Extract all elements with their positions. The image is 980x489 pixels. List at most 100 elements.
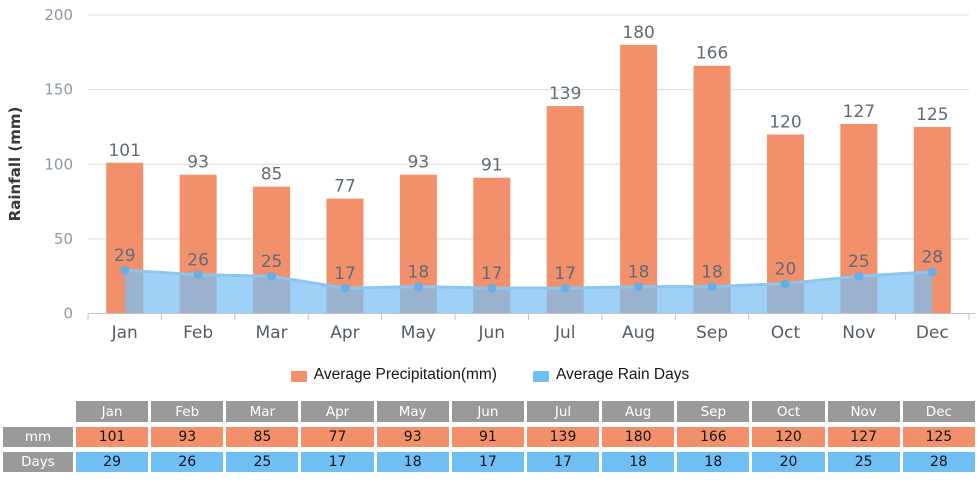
x-label-oct: Oct [771,323,801,343]
col-header-jan: Jan [76,401,149,422]
day-label-aug: 18 [628,263,650,283]
x-label-feb: Feb [183,323,213,343]
day-label-dec: 28 [921,248,943,268]
bar-label-jan: 101 [108,141,140,161]
col-header-feb: Feb [151,401,224,422]
cell-days-nov: 25 [827,452,900,472]
bar-sep [693,65,731,314]
cell-days-jun: 17 [451,452,524,472]
rain-days-marker-jun [487,283,497,293]
bar-label-mar: 85 [261,165,283,185]
cell-days-dec: 28 [902,452,975,472]
legend-item-precipitation[interactable]: Average Precipitation(mm) [290,366,497,384]
col-header-jun: Jun [451,401,524,422]
rain-days-marker-feb [193,270,203,280]
chart-legend: Average Precipitation(mm) Average Rain D… [0,366,980,384]
x-label-may: May [401,323,436,343]
y-tick-label-150: 150 [44,81,73,99]
day-label-sep: 18 [701,263,723,283]
cell-days-may: 18 [376,452,449,472]
day-label-apr: 17 [334,264,356,284]
x-label-dec: Dec [916,323,949,343]
cell-days-aug: 18 [602,452,675,472]
rain-days-marker-apr [340,283,350,293]
cell-mm-jun: 91 [451,427,524,447]
bar-jul [546,106,584,314]
rain-days-marker-aug [634,282,644,292]
cell-days-apr: 17 [301,452,374,472]
bar-aug [620,44,658,314]
x-label-sep: Sep [696,323,728,343]
rain-days-marker-may [413,282,423,292]
rainfall-chart: 0 50 100 150 200 Rainfall (mm) 101 93 85 77 93 91 13… [6,6,975,343]
cell-mm-oct: 120 [752,427,825,447]
table-row-mm: mm 101 93 85 77 93 91 139 180 166 120 127 125 [3,427,975,447]
bar-label-aug: 180 [622,23,654,43]
cell-mm-jul: 139 [526,427,600,447]
rain-days-marker-nov [854,271,864,281]
cell-mm-may: 93 [376,427,449,447]
col-header-aug: Aug [602,401,675,422]
cell-mm-apr: 77 [301,427,374,447]
x-label-jan: Jan [111,323,138,343]
cell-mm-feb: 93 [151,427,224,447]
y-axis-title: Rainfall (mm) [6,107,24,222]
cell-days-feb: 26 [151,452,224,472]
cell-days-mar: 25 [226,452,299,472]
day-label-may: 18 [408,263,430,283]
rain-days-marker-mar [267,271,277,281]
y-tick-label-100: 100 [44,155,73,173]
x-label-aug: Aug [622,323,655,343]
cell-days-jul: 17 [526,452,600,472]
col-header-may: May [376,401,449,422]
x-label-mar: Mar [256,323,288,343]
bar-label-apr: 77 [334,177,356,197]
legend-label-precipitation: Average Precipitation(mm) [313,366,497,383]
rain-days-marker-jul [560,283,570,293]
rain-days-line [124,268,933,290]
rain-days-marker-jan [120,265,130,275]
col-header-mar: Mar [226,401,299,422]
table-row-days: Days 29 26 25 17 18 17 17 18 18 20 25 28 [3,452,975,472]
bar-label-jun: 91 [481,156,503,176]
precipitation-swatch-icon [290,370,307,382]
cell-days-oct: 20 [752,452,825,472]
rain-days-marker-dec [927,267,937,277]
bar-label-nov: 127 [843,102,875,122]
bar-label-may: 93 [408,153,430,173]
y-tick-label-200: 200 [44,6,73,24]
bar-label-oct: 120 [769,112,801,132]
legend-label-rain-days: Average Rain Days [555,366,690,383]
rain-days-area [124,270,933,314]
col-header-sep: Sep [677,401,750,422]
col-header-jul: Jul [526,401,600,422]
x-label-nov: Nov [842,323,875,343]
cell-mm-jan: 101 [76,427,149,447]
row-header-mm: mm [3,427,73,447]
col-header-oct: Oct [752,401,825,422]
day-label-nov: 25 [848,252,870,272]
cell-mm-dec: 125 [902,427,975,447]
col-header-apr: Apr [301,401,374,422]
bar-label-dec: 125 [916,105,948,125]
x-label-jul: Jul [554,323,576,343]
day-label-jul: 17 [554,264,576,284]
cell-days-sep: 18 [677,452,750,472]
cell-mm-sep: 166 [677,427,750,447]
rainfall-data-table: Jan Feb Mar Apr May Jun Jul Aug Sep Oct Nov Dec mm 10… [0,396,978,477]
col-header-nov: Nov [827,401,900,422]
day-label-mar: 25 [261,252,283,272]
cell-days-jan: 29 [76,452,149,472]
x-label-apr: Apr [330,323,359,343]
day-label-jan: 29 [114,246,136,266]
table-header-row: Jan Feb Mar Apr May Jun Jul Aug Sep Oct Nov Dec [3,401,975,422]
rain-days-marker-sep [707,282,717,292]
legend-item-rain-days[interactable]: Average Rain Days [532,366,690,384]
cell-mm-mar: 85 [226,427,299,447]
bar-label-sep: 166 [696,44,728,64]
y-tick-label-50: 50 [54,230,73,248]
rain-days-swatch-icon [532,370,549,382]
cell-mm-aug: 180 [602,427,675,447]
x-label-jun: Jun [478,323,506,343]
day-label-oct: 20 [775,260,797,280]
